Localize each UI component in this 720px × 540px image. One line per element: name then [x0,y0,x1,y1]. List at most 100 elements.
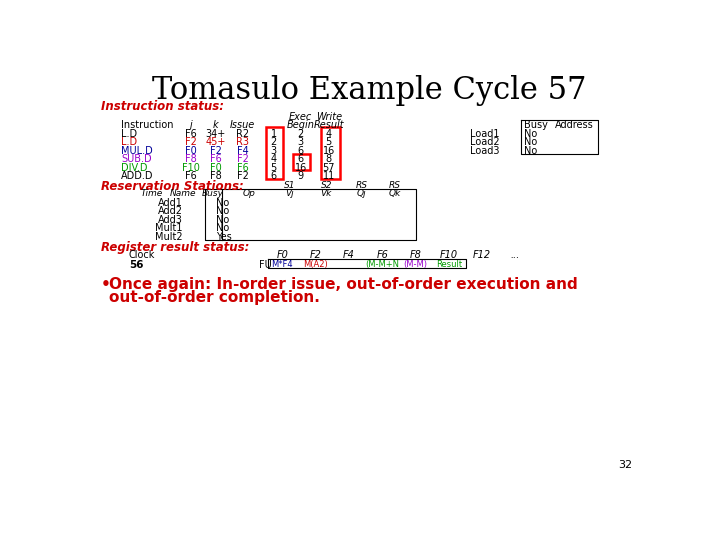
Text: Qk: Qk [388,189,401,198]
Text: R3: R3 [236,137,249,147]
Text: k: k [212,120,218,130]
Text: M(A2): M(A2) [303,260,328,268]
Text: F2: F2 [310,251,321,260]
Text: 9: 9 [298,171,304,181]
Text: F8: F8 [210,171,222,181]
Text: 56: 56 [129,260,143,269]
Text: Instruction: Instruction [121,120,174,130]
Text: Once again: In-order issue, out-of-order execution and: Once again: In-order issue, out-of-order… [109,276,577,292]
Text: 3: 3 [271,146,276,156]
Text: 6: 6 [298,154,304,164]
Text: 2: 2 [271,137,276,147]
Text: F2: F2 [210,146,222,156]
Bar [266,127,283,179]
Text: S1: S1 [284,181,296,190]
Text: S2: S2 [320,181,332,190]
Text: F4: F4 [237,146,248,156]
Text: F10: F10 [440,251,458,260]
Text: F6: F6 [210,154,222,164]
Text: Instruction status:: Instruction status: [101,100,224,113]
Text: Tomasulo Example Cycle 57: Tomasulo Example Cycle 57 [152,75,586,106]
Text: F6: F6 [185,129,197,139]
Text: F2: F2 [237,154,248,164]
Text: MUL.D: MUL.D [121,146,153,156]
Text: Vk: Vk [320,189,332,198]
Text: 16: 16 [294,163,307,173]
Text: 34+: 34+ [205,129,225,139]
Text: Add3: Add3 [158,215,183,225]
Text: F6: F6 [237,163,248,173]
Text: Busy: Busy [524,120,548,130]
Text: Write: Write [315,112,342,122]
Text: Mult2: Mult2 [156,232,183,242]
Text: 57: 57 [323,163,335,173]
Text: 32: 32 [618,460,632,470]
Text: (M-M+N: (M-M+N [365,260,399,268]
Text: 3: 3 [298,137,304,147]
Text: F6: F6 [185,171,197,181]
Text: 11: 11 [323,171,335,181]
Text: No: No [216,224,230,233]
Text: Begin: Begin [287,120,315,130]
Text: FU: FU [259,260,271,269]
Text: j: j [189,120,192,130]
Text: Add1: Add1 [158,198,183,208]
Text: F6: F6 [377,251,388,260]
Text: Op: Op [243,189,256,198]
Text: out-of-order completion.: out-of-order completion. [109,289,320,305]
Text: 8: 8 [325,154,332,164]
Text: 4: 4 [325,129,332,139]
Text: No: No [524,129,537,139]
Text: 16: 16 [323,146,335,156]
Text: Register result status:: Register result status: [101,241,249,254]
Text: F0: F0 [185,146,197,156]
Text: L.D: L.D [121,129,137,139]
Text: ...: ... [510,251,520,260]
Text: No: No [524,146,537,156]
Text: F2: F2 [237,171,248,181]
Text: Load1: Load1 [469,129,499,139]
Text: (M-M): (M-M) [403,260,428,268]
Text: No: No [216,206,230,217]
Text: Qj: Qj [356,189,366,198]
Text: 6: 6 [271,171,276,181]
Text: Clock: Clock [129,251,155,260]
Text: Yes: Yes [216,232,232,242]
Text: 1: 1 [271,129,276,139]
Text: Load3: Load3 [469,146,499,156]
Text: Result: Result [313,120,344,130]
Text: M*F4: M*F4 [271,260,293,268]
Text: 6: 6 [298,146,304,156]
Text: DIV.D: DIV.D [121,163,148,173]
Text: Result: Result [436,260,462,268]
Text: F8: F8 [410,251,421,260]
Text: F0: F0 [210,163,222,173]
Text: F10: F10 [182,163,199,173]
Text: No: No [216,215,230,225]
Bar [321,127,340,179]
Text: F2: F2 [185,137,197,147]
Text: Exec: Exec [289,112,312,122]
Text: Load2: Load2 [469,137,500,147]
Text: No: No [524,137,537,147]
Text: 2: 2 [297,129,304,139]
Text: RS: RS [355,181,367,190]
Text: 5: 5 [271,163,276,173]
Text: Vj: Vj [286,189,294,198]
Text: F12: F12 [473,251,491,260]
Bar [293,154,310,170]
Text: F0: F0 [276,251,288,260]
Text: Busy: Busy [202,189,223,198]
Text: No: No [216,198,230,208]
Text: F4: F4 [343,251,355,260]
Text: 5: 5 [325,137,332,147]
Text: Add2: Add2 [158,206,183,217]
Text: 45+: 45+ [205,137,226,147]
Text: ADD.D: ADD.D [121,171,153,181]
Text: RS: RS [389,181,400,190]
Text: Reservation Stations:: Reservation Stations: [101,179,243,193]
Text: L.D: L.D [121,137,137,147]
Text: Mult1: Mult1 [156,224,183,233]
Text: SUB.D: SUB.D [121,154,152,164]
Text: 4: 4 [271,154,276,164]
